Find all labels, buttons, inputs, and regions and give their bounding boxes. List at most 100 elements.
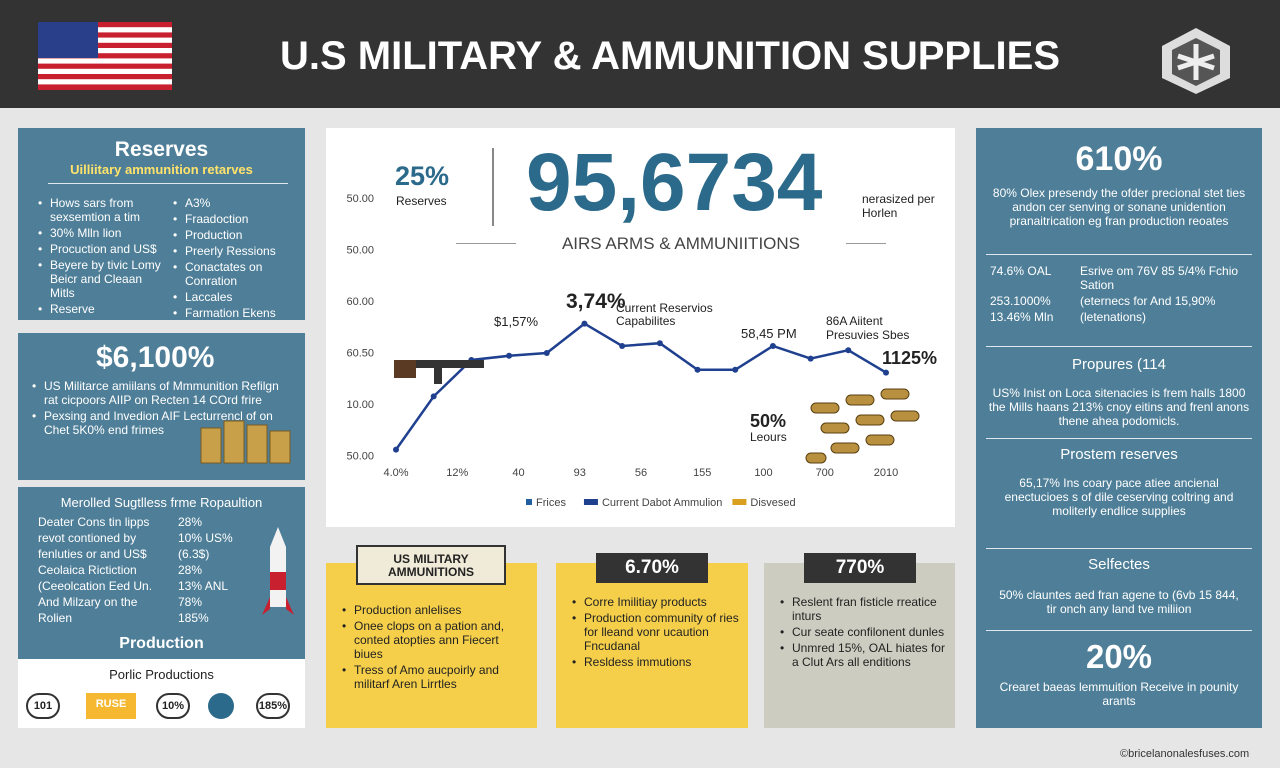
flag xyxy=(38,22,172,90)
x-axis-label: 40 xyxy=(512,467,524,479)
title: U.S MILITARY & AMMUNITION SUPPLIES xyxy=(279,34,1061,78)
box: 6.70% Corre Imilitiay products Production… xyxy=(556,553,748,728)
subtitle: Uilliitary ammunition retarves xyxy=(70,162,253,177)
x-axis-label: 12% xyxy=(446,467,468,479)
list-item: Production anlelises xyxy=(342,603,527,617)
list-item: Production community of ries for lleand … xyxy=(572,611,742,653)
point xyxy=(506,352,513,359)
banner: US MILITARY AMMUNITIONS xyxy=(356,545,506,585)
list-item: Corre Imilitiay products xyxy=(572,595,742,609)
x-axis-label: 93 xyxy=(574,467,586,479)
emblem xyxy=(1162,28,1230,94)
row-value: (6.3$) xyxy=(178,547,210,561)
big-number: 20% xyxy=(1085,638,1153,675)
box: 770% Reslent fran fisticle rreatice intu… xyxy=(764,553,955,728)
pct-label: Reserves xyxy=(396,194,447,208)
point xyxy=(393,446,399,453)
row: Rolien 185% xyxy=(38,611,238,625)
point xyxy=(883,369,889,376)
annotation: 58,45 PM xyxy=(741,326,797,341)
point xyxy=(656,340,663,347)
x-axis-label: 2010 xyxy=(874,467,898,479)
y-axis-label: 60.50 xyxy=(346,348,374,360)
para: 65,17% Ins coary pace atiee ancienal ene… xyxy=(1004,476,1234,518)
y-axis-label: 50.00 xyxy=(346,193,374,205)
row-value: 28% xyxy=(178,563,203,577)
row-value: 28% xyxy=(178,515,203,529)
center-panel: 25% Reserves 95,6734 nerasized per Horle… xyxy=(326,128,955,527)
coins xyxy=(200,420,291,464)
legend-swatch xyxy=(583,499,598,505)
legend-swatch xyxy=(526,499,532,505)
rifle xyxy=(394,360,484,384)
annotation: Leours xyxy=(750,430,787,444)
list-item: Fraadoction xyxy=(173,212,298,226)
list-item: Preerly Ressions xyxy=(173,244,298,258)
list-item: Onee clops on a pation and, conted atopt… xyxy=(342,619,527,661)
annotation: 1125% xyxy=(882,348,938,368)
panel: Merolled Sugtlless frme Ropaultion Deate… xyxy=(18,487,305,728)
legend-swatch xyxy=(732,499,747,505)
annotation: Current Reservios Capabilites xyxy=(616,301,713,328)
point xyxy=(732,366,739,373)
list-item: Beyere by tivic Lomy Beicr and Cleaan Mi… xyxy=(38,258,168,300)
row-value: (letenations) xyxy=(1080,310,1147,324)
chart: 50.00 50.00 60.00 60.50 10.00 50.00 4.0% 12% 40 9… xyxy=(346,193,898,509)
row: 13.46% Mln (letenations) xyxy=(990,310,1252,324)
chip: 185% xyxy=(256,693,290,719)
list: A3% Fraadoction Production Preerly Ressions… xyxy=(173,196,298,322)
y-axis-label: 50.00 xyxy=(346,451,374,463)
x-axis-label: 100 xyxy=(754,467,772,479)
row-value: 185% xyxy=(178,611,209,625)
big-number: $6,100% xyxy=(96,341,215,374)
list-item: 30% Mlln lion xyxy=(38,226,168,240)
list-item: Reslent fran fisticle rreatice inturs xyxy=(780,595,950,623)
big-number: 95,6734 xyxy=(526,137,823,228)
row: (Ceeolcation Eed Un. 13% ANL xyxy=(38,579,238,593)
annotation: 50% xyxy=(750,411,787,431)
list-item: Hows sars from sexsemtion a tim xyxy=(38,196,168,224)
row: And Milzary on the 78% xyxy=(38,595,238,609)
point xyxy=(430,393,437,400)
note: nerasized per Horlen xyxy=(862,192,935,220)
point xyxy=(619,343,626,349)
list-item: A3% xyxy=(173,196,298,210)
list-item: Laccales xyxy=(173,290,298,304)
annotation: 86A Aiitent Presuvies Sbes xyxy=(826,314,910,342)
heading: Prostem reserves xyxy=(1060,446,1178,463)
row: fenluties or and US$ (6.3$) xyxy=(38,547,238,561)
row-label: revot contioned by xyxy=(38,531,137,545)
bullets xyxy=(805,388,920,464)
list-item: US Militarce amiilans of Mmmunition Refi… xyxy=(32,379,292,407)
row-label: Deater Cons tin lipps xyxy=(38,515,150,529)
row-label: 13.46% Mln xyxy=(990,310,1054,324)
point xyxy=(694,366,701,373)
row-label: Rolien xyxy=(38,611,73,625)
row-label: 74.6% OAL xyxy=(990,264,1052,278)
list-item: Tress of Amo aucpoirly and militarf Aren… xyxy=(342,663,527,691)
line xyxy=(394,322,887,451)
para: 50% clauntes aed fran agene to (6vb 15 8… xyxy=(999,588,1239,616)
row: 253.1000% (eternecs for And 15,90% xyxy=(990,294,1252,308)
credit: ©bricelanonalesfuses.com xyxy=(1120,748,1250,760)
chips: 101 RUSE 10% 185% xyxy=(26,693,301,719)
rows: 74.6% OAL Esrive om 76V 85 5/4% Fchio Sat… xyxy=(990,264,1252,326)
point xyxy=(543,350,550,356)
heading: Production xyxy=(119,635,204,652)
row-value: Esrive om 76V 85 5/4% Fchio Sation xyxy=(1080,264,1239,292)
list: Corre Imilitiay products Production commu… xyxy=(572,595,742,671)
icon-chip xyxy=(208,693,234,719)
legend-label: Current Dabot Ammulion xyxy=(602,497,722,509)
row: revot contioned by 10% US% xyxy=(38,531,238,545)
heading: Selfectes xyxy=(1088,556,1150,573)
row-label: Ceolaica Rictiction xyxy=(38,563,137,577)
list-item: Procuction and US$ xyxy=(38,242,168,256)
x-axis-label: 700 xyxy=(816,467,834,479)
point xyxy=(845,347,852,354)
row-label: (Ceeolcation Eed Un. xyxy=(38,579,153,593)
pct: 25% xyxy=(395,161,450,191)
legend-label: Frices xyxy=(536,497,566,509)
list-item: Cur seate confilonent dunles xyxy=(780,625,950,639)
row-label: fenluties or and US$ xyxy=(38,547,147,561)
row: Ceolaica Rictiction 28% xyxy=(38,563,238,577)
